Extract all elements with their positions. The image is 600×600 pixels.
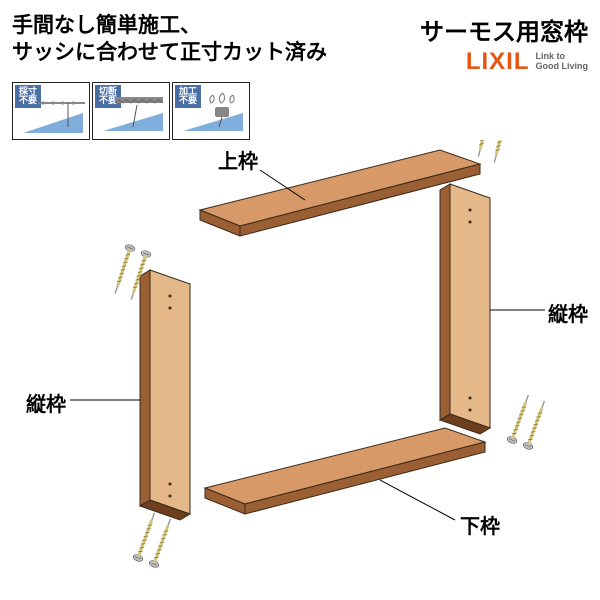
screws-bottom-left	[132, 511, 175, 568]
frame-diagram	[0, 140, 600, 600]
left-frame-piece	[140, 270, 190, 520]
leader-bottom	[380, 480, 455, 520]
headline-line2: サッシに合わせて正寸カット済み	[12, 39, 327, 66]
brand-block: LIXIL Link to Good Living	[466, 48, 588, 76]
thumb-art-measure	[13, 83, 91, 141]
headline-line1: 手間なし簡単施工、	[12, 12, 327, 39]
brand-tagline: Link to Good Living	[536, 52, 589, 72]
thumb-art-cut	[93, 83, 171, 141]
label-top: 上枠	[218, 145, 258, 174]
label-bottom: 下枠	[460, 510, 500, 539]
thumb-process: 加工 不要	[172, 82, 250, 140]
bottom-frame-piece	[205, 428, 485, 514]
product-title: サーモス用窓枠	[420, 12, 588, 47]
headline: 手間なし簡単施工、 サッシに合わせて正寸カット済み	[12, 12, 327, 67]
right-frame-piece	[440, 184, 490, 434]
thumb-art-process	[173, 83, 251, 141]
screws-top-right	[474, 140, 512, 164]
screws-bottom-right	[506, 393, 549, 450]
thumbnail-row: 採寸 不要 切断 不要 加工 不要	[12, 82, 250, 140]
brand-logo: LIXIL	[466, 48, 530, 76]
label-left: 縦枠	[26, 388, 66, 417]
thumb-cut: 切断 不要	[92, 82, 170, 140]
label-right: 縦枠	[548, 298, 588, 327]
thumb-measure: 採寸 不要	[12, 82, 90, 140]
